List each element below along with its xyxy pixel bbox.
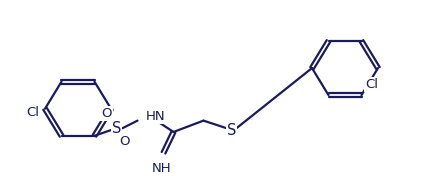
Text: Cl: Cl xyxy=(366,78,378,91)
Text: O: O xyxy=(119,135,130,148)
Text: NH: NH xyxy=(152,162,171,175)
Text: Cl: Cl xyxy=(26,106,39,119)
Text: O: O xyxy=(101,106,112,120)
Text: S: S xyxy=(112,121,121,136)
Text: S: S xyxy=(227,122,236,138)
Text: HN: HN xyxy=(146,110,165,123)
